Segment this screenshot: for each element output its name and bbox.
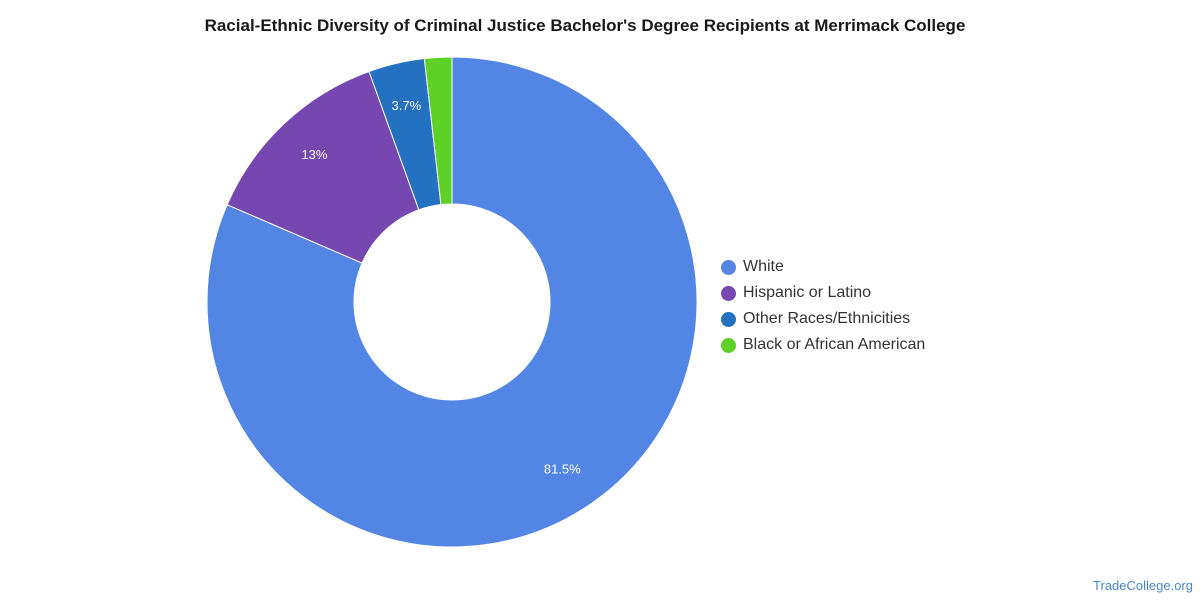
slice-black-or-african-american[interactable] <box>423 56 453 206</box>
legend-swatch <box>721 285 736 301</box>
legend-item-white[interactable]: White <box>721 254 925 280</box>
legend-label: Hispanic or Latino <box>743 284 872 301</box>
legend-label: Black or African American <box>743 336 926 353</box>
slice-hispanic-or-latino[interactable] <box>226 70 420 264</box>
legend-label: White <box>743 258 784 275</box>
chart-title: Racial-Ethnic Diversity of Criminal Just… <box>204 16 966 35</box>
chart-legend: White Hispanic or Latino Other Races/Eth… <box>721 254 925 358</box>
legend-swatch <box>721 311 736 327</box>
legend-item-hispanic-or-latino[interactable]: Hispanic or Latino <box>721 280 925 306</box>
legend-swatch <box>721 259 736 275</box>
data-label-hispanic-or-latino: 13% <box>301 147 327 162</box>
legend-item-black-or-african-american[interactable]: Black or African American <box>721 332 925 358</box>
data-label-white: 81.5% <box>544 461 581 476</box>
legend-label: Other Races/Ethnicities <box>743 310 911 327</box>
data-label-other-races-ethnicities: 3.7% <box>392 98 422 113</box>
legend-item-other-races[interactable]: Other Races/Ethnicities <box>721 306 925 332</box>
slice-white[interactable] <box>206 56 698 548</box>
legend-swatch <box>721 337 736 353</box>
source-credit[interactable]: TradeCollege.org <box>1093 578 1193 593</box>
